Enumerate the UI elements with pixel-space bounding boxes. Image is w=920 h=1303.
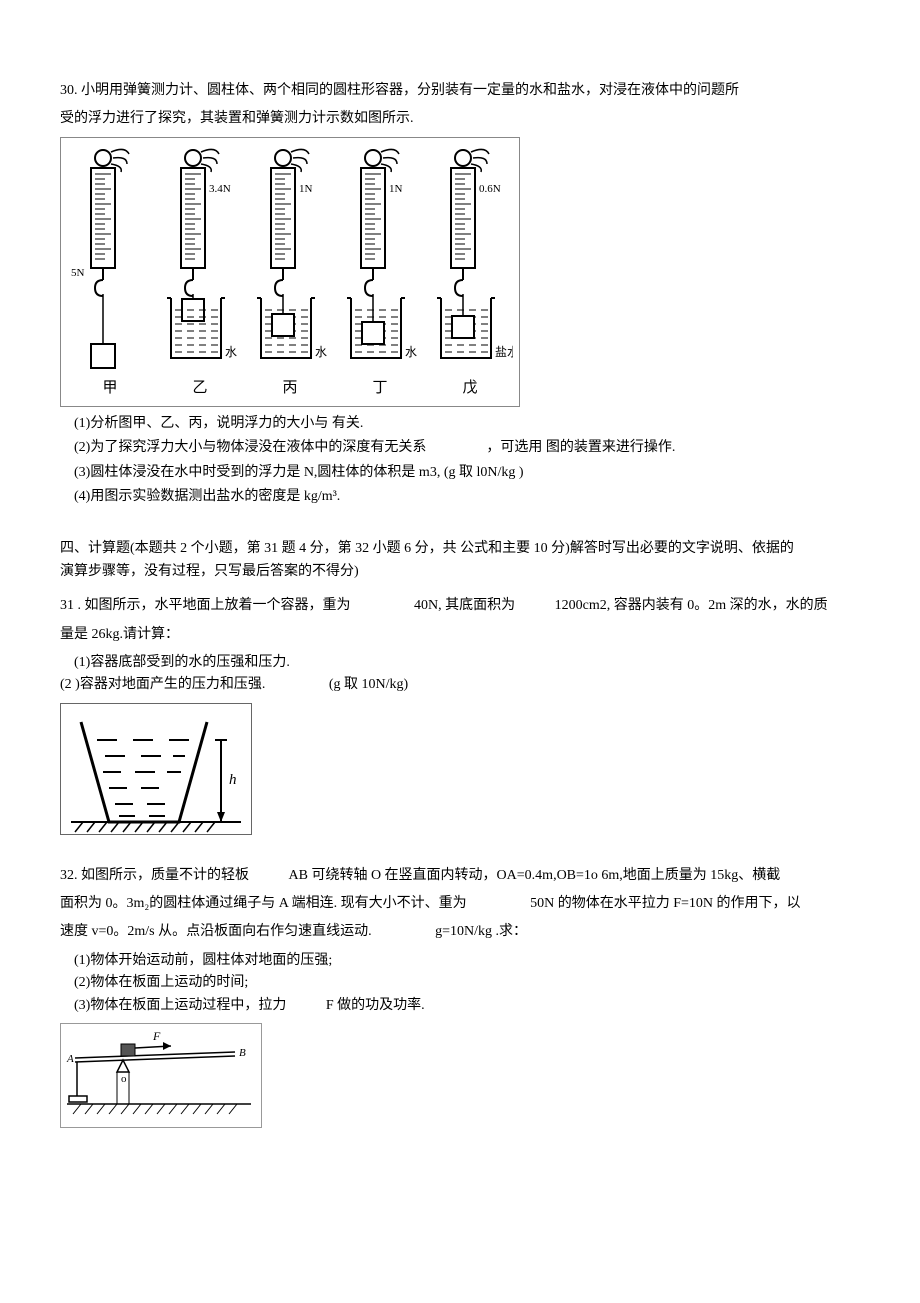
q30-number: 30. <box>60 83 78 98</box>
question-31: 31 . 如图所示，水平地面上放着一个容器，重为 40N, 其底面积为 1200… <box>60 595 860 835</box>
question-30: 30. 小明用弹簧测力计、圆柱体、两个相同的圆柱形容器，分别装有一定量的水和盐水… <box>60 80 860 508</box>
question-32: 32. 如图所示，质量不计的轻板 AB 可绕转轴 O 在竖直面内转动，OA=0.… <box>60 865 860 1129</box>
q30-figure-row: 5N 甲 3.4N 水乙 1N 水丙 1N 水丁 0.6N 盐水戊 <box>60 137 520 407</box>
q32-s3: (3)物体在板面上运动过程中，拉力 <box>74 998 286 1013</box>
svg-text:水: 水 <box>315 345 327 359</box>
q31-stem-c: 容器内装有 0。2m 深的水，水的质 <box>614 598 828 613</box>
q32-line1: 32. 如图所示，质量不计的轻板 AB 可绕转轴 O 在竖直面内转动，OA=0.… <box>60 865 860 887</box>
q32-figure: F o A B <box>60 1023 262 1128</box>
svg-text:1N: 1N <box>389 183 403 195</box>
panel-yi: 3.4N 水乙 <box>157 144 243 400</box>
q32-stem-b: AB 可绕转轴 O 在竖直面内转动，OA=0.4m,OB=1o 6m,地面上质量… <box>289 868 781 883</box>
svg-text:盐水: 盐水 <box>495 345 513 359</box>
spring-scale-jia: 5N <box>67 144 153 374</box>
panel-jia: 5N 甲 <box>67 144 153 400</box>
q31-s1: (1)容器底部受到的水的压强和压力. <box>74 652 860 674</box>
svg-text:1N: 1N <box>299 183 313 195</box>
panel-label-bing: 丙 <box>282 376 297 400</box>
section-4-header: 四、计算题(本题共 2 个小题，第 31 题 4 分，第 32 小题 6 分，共… <box>60 538 860 583</box>
q32-stem3b: g=10N/kg .求： <box>435 924 527 939</box>
lever-diagram: F o A B <box>61 1024 261 1119</box>
section-4-title: 四、计算题(本题共 2 个小题，第 31 题 4 分，第 32 小题 6 分，共… <box>60 538 860 560</box>
panel-label-yi: 乙 <box>192 376 207 400</box>
svg-text:水: 水 <box>405 345 417 359</box>
q32-number: 32. <box>60 868 78 883</box>
q31-s2: (2 )容器对地面产生的压力和压强. <box>60 677 265 692</box>
q31-weight: 40N, <box>414 598 442 613</box>
q32-line2: 面积为 0。3m₂的圆柱体通过绳子与 A 端相连. 现有大小不计、重为 50N … <box>60 893 860 915</box>
q30-s4: (4)用图示实验数据测出盐水的密度是 kg/m³. <box>74 486 860 508</box>
panel-label-jia: 甲 <box>102 376 117 400</box>
q30-s2a: (2)为了探究浮力大小与物体浸没在液体中的深度有无关系 <box>74 440 426 455</box>
panel-wu: 0.6N 盐水戊 <box>427 144 513 400</box>
panel-ding: 1N 水丁 <box>337 144 423 400</box>
O-label: o <box>121 1073 127 1085</box>
svg-text:5N: 5N <box>71 267 85 279</box>
svg-text:3.4N: 3.4N <box>209 183 231 195</box>
q30-subs: (1)分析图甲、乙、丙，说明浮力的大小与 有关. (2)为了探究浮力大小与物体浸… <box>60 413 860 509</box>
q30-s3: (3)圆柱体浸没在水中时受到的浮力是 N,圆柱体的体积是 m3, (g 取 l0… <box>74 462 860 484</box>
q30-s1: (1)分析图甲、乙、丙，说明浮力的大小与 有关. <box>74 413 860 435</box>
q31-s2-line: (2 )容器对地面产生的压力和压强. (g 取 10N/kg) <box>60 674 860 696</box>
svg-text:水: 水 <box>225 345 237 359</box>
q32-stem3a: 速度 v=0。2m/s 从。点沿板面向右作匀速直线运动. <box>60 924 372 939</box>
q32-s3b: F 做的功及功率. <box>326 998 425 1013</box>
section-4-title2: 演算步骤等，没有过程，只写最后答案的不得分) <box>60 561 860 583</box>
q31-figure: h <box>60 703 252 835</box>
q32-s2: (2)物体在板面上运动的时间; <box>74 972 860 994</box>
A-label: A <box>66 1053 74 1065</box>
q31-number: 31 . <box>60 598 81 613</box>
F-label: F <box>152 1029 161 1043</box>
q31-stem-b: 其底面积为 <box>445 598 515 613</box>
q31-area: 1200cm2, <box>555 598 611 613</box>
q32-s1: (1)物体开始运动前，圆柱体对地面的压强; <box>74 950 860 972</box>
q32-line3: 速度 v=0。2m/s 从。点沿板面向右作匀速直线运动. g=10N/kg .求… <box>60 921 860 943</box>
q31-g: (g 取 10N/kg) <box>329 677 408 692</box>
q31-stem-a: 如图所示，水平地面上放着一个容器，重为 <box>85 598 351 613</box>
q31-stem-line2: 量是 26kg.请计算： <box>60 624 860 646</box>
q30-stem-line2: 受的浮力进行了探究，其装置和弹簧测力计示数如图所示. <box>60 108 860 130</box>
q30-s2: (2)为了探究浮力大小与物体浸没在液体中的深度有无关系 ，可选用 图的装置来进行操… <box>74 437 860 459</box>
spring-scale-bing: 1N 水 <box>247 144 333 374</box>
q32-stem2b: 50N 的物体在水平拉力 F=10N 的作用下，以 <box>530 896 800 911</box>
q32-stem-a: 如图所示，质量不计的轻板 <box>81 868 249 883</box>
svg-text:0.6N: 0.6N <box>479 183 501 195</box>
spring-scale-ding: 1N 水 <box>337 144 423 374</box>
spring-scale-wu: 0.6N 盐水 <box>427 144 513 374</box>
h-label: h <box>229 772 237 788</box>
q31-stem-line1: 31 . 如图所示，水平地面上放着一个容器，重为 40N, 其底面积为 1200… <box>60 595 860 617</box>
q30-stem1: 小明用弹簧测力计、圆柱体、两个相同的圆柱形容器，分别装有一定量的水和盐水，对浸在… <box>81 83 739 98</box>
panel-label-ding: 丁 <box>372 376 387 400</box>
B-label: B <box>239 1047 246 1059</box>
container-diagram: h <box>61 704 251 834</box>
q32-stem2a: 面积为 0。3m₂的圆柱体通过绳子与 A 端相连. 现有大小不计、重为 <box>60 896 467 911</box>
q30-s2b: ，可选用 图的装置来进行操作. <box>486 440 675 455</box>
panel-bing: 1N 水丙 <box>247 144 333 400</box>
panel-label-wu: 戊 <box>462 376 477 400</box>
q32-s3-line: (3)物体在板面上运动过程中，拉力 F 做的功及功率. <box>74 995 860 1017</box>
spring-scale-yi: 3.4N 水 <box>157 144 243 374</box>
q30-stem-line1: 30. 小明用弹簧测力计、圆柱体、两个相同的圆柱形容器，分别装有一定量的水和盐水… <box>60 80 860 102</box>
